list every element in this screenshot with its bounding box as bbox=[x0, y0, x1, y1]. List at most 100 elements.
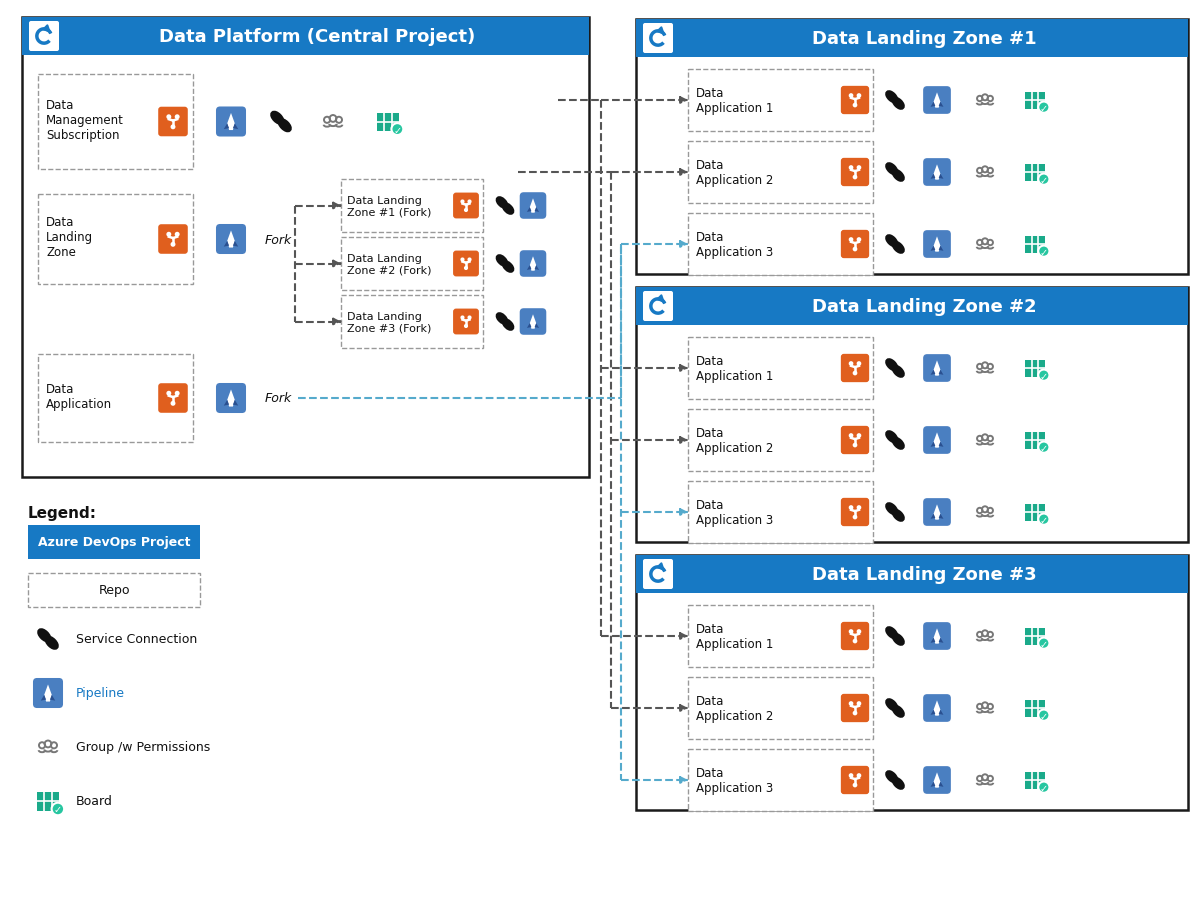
Circle shape bbox=[467, 258, 472, 262]
Bar bbox=[1025, 628, 1045, 645]
Text: ✓: ✓ bbox=[54, 805, 61, 815]
Circle shape bbox=[467, 200, 472, 204]
Polygon shape bbox=[933, 772, 940, 787]
Bar bbox=[1025, 504, 1045, 521]
Polygon shape bbox=[939, 174, 944, 180]
Text: Data
Application 2: Data Application 2 bbox=[696, 159, 773, 187]
FancyBboxPatch shape bbox=[29, 22, 59, 52]
Ellipse shape bbox=[896, 637, 901, 642]
Bar bbox=[22, 18, 589, 478]
Circle shape bbox=[852, 711, 857, 715]
Bar bbox=[687, 605, 873, 667]
Text: Data
Application 1: Data Application 1 bbox=[696, 622, 773, 650]
Ellipse shape bbox=[500, 258, 504, 264]
Ellipse shape bbox=[896, 513, 901, 518]
FancyBboxPatch shape bbox=[643, 24, 673, 54]
FancyBboxPatch shape bbox=[840, 766, 869, 795]
Circle shape bbox=[166, 391, 171, 396]
Bar bbox=[687, 338, 873, 399]
FancyBboxPatch shape bbox=[453, 251, 479, 277]
Polygon shape bbox=[933, 701, 940, 716]
Circle shape bbox=[1038, 710, 1050, 721]
FancyBboxPatch shape bbox=[453, 309, 479, 335]
Text: ✓: ✓ bbox=[1040, 247, 1047, 257]
Bar bbox=[687, 481, 873, 544]
Bar bbox=[36, 792, 59, 811]
Ellipse shape bbox=[889, 774, 895, 779]
Bar bbox=[377, 114, 399, 131]
FancyBboxPatch shape bbox=[923, 159, 951, 187]
Polygon shape bbox=[931, 782, 936, 787]
FancyBboxPatch shape bbox=[923, 231, 951, 258]
Circle shape bbox=[171, 243, 176, 247]
FancyBboxPatch shape bbox=[840, 694, 869, 722]
Polygon shape bbox=[530, 315, 536, 330]
FancyBboxPatch shape bbox=[923, 622, 951, 650]
Ellipse shape bbox=[896, 369, 901, 375]
Text: Data
Application 1: Data Application 1 bbox=[696, 87, 773, 115]
Bar bbox=[341, 237, 483, 291]
Bar bbox=[636, 20, 1188, 275]
Bar bbox=[636, 288, 1188, 326]
FancyBboxPatch shape bbox=[158, 107, 188, 137]
Ellipse shape bbox=[48, 640, 54, 646]
Circle shape bbox=[852, 104, 857, 108]
Polygon shape bbox=[232, 400, 238, 406]
Bar bbox=[687, 749, 873, 811]
Polygon shape bbox=[224, 242, 229, 247]
Bar bbox=[39, 75, 193, 170]
FancyBboxPatch shape bbox=[840, 426, 869, 454]
Bar bbox=[1025, 700, 1045, 717]
Polygon shape bbox=[931, 370, 936, 376]
Circle shape bbox=[460, 258, 465, 262]
Circle shape bbox=[464, 209, 468, 213]
Bar bbox=[687, 70, 873, 132]
Circle shape bbox=[391, 124, 403, 135]
Circle shape bbox=[856, 702, 861, 706]
Circle shape bbox=[856, 362, 861, 367]
Circle shape bbox=[464, 324, 468, 329]
FancyBboxPatch shape bbox=[923, 767, 951, 794]
Polygon shape bbox=[228, 231, 235, 248]
Circle shape bbox=[460, 200, 465, 204]
Circle shape bbox=[849, 773, 854, 778]
Polygon shape bbox=[939, 514, 944, 519]
Ellipse shape bbox=[282, 123, 288, 129]
Circle shape bbox=[467, 316, 472, 321]
Ellipse shape bbox=[500, 200, 504, 206]
Ellipse shape bbox=[896, 101, 901, 107]
Polygon shape bbox=[232, 125, 238, 130]
Circle shape bbox=[171, 402, 176, 406]
Polygon shape bbox=[933, 505, 940, 520]
Bar bbox=[687, 142, 873, 204]
Ellipse shape bbox=[275, 116, 281, 122]
FancyBboxPatch shape bbox=[840, 498, 869, 526]
Bar bbox=[1025, 360, 1045, 377]
Text: Data Landing Zone #1: Data Landing Zone #1 bbox=[811, 30, 1037, 48]
Circle shape bbox=[856, 629, 861, 634]
Ellipse shape bbox=[889, 630, 895, 636]
Polygon shape bbox=[41, 695, 46, 701]
Circle shape bbox=[852, 175, 857, 181]
Text: ✓: ✓ bbox=[1040, 104, 1047, 114]
FancyBboxPatch shape bbox=[216, 107, 246, 137]
FancyBboxPatch shape bbox=[33, 678, 63, 708]
Polygon shape bbox=[224, 125, 229, 130]
Circle shape bbox=[1038, 247, 1050, 257]
Circle shape bbox=[856, 94, 861, 98]
Polygon shape bbox=[527, 208, 531, 213]
Polygon shape bbox=[535, 265, 539, 271]
Bar bbox=[1025, 237, 1045, 253]
Ellipse shape bbox=[896, 173, 901, 179]
Bar bbox=[636, 555, 1188, 593]
Text: Data
Management
Subscription: Data Management Subscription bbox=[46, 99, 124, 142]
Ellipse shape bbox=[889, 703, 895, 708]
Circle shape bbox=[1038, 370, 1050, 381]
Text: ✓: ✓ bbox=[1040, 711, 1047, 721]
Circle shape bbox=[852, 783, 857, 787]
Polygon shape bbox=[931, 247, 936, 252]
Text: Data
Application: Data Application bbox=[46, 383, 112, 411]
Polygon shape bbox=[224, 400, 229, 406]
Polygon shape bbox=[933, 237, 940, 252]
Circle shape bbox=[849, 506, 854, 510]
